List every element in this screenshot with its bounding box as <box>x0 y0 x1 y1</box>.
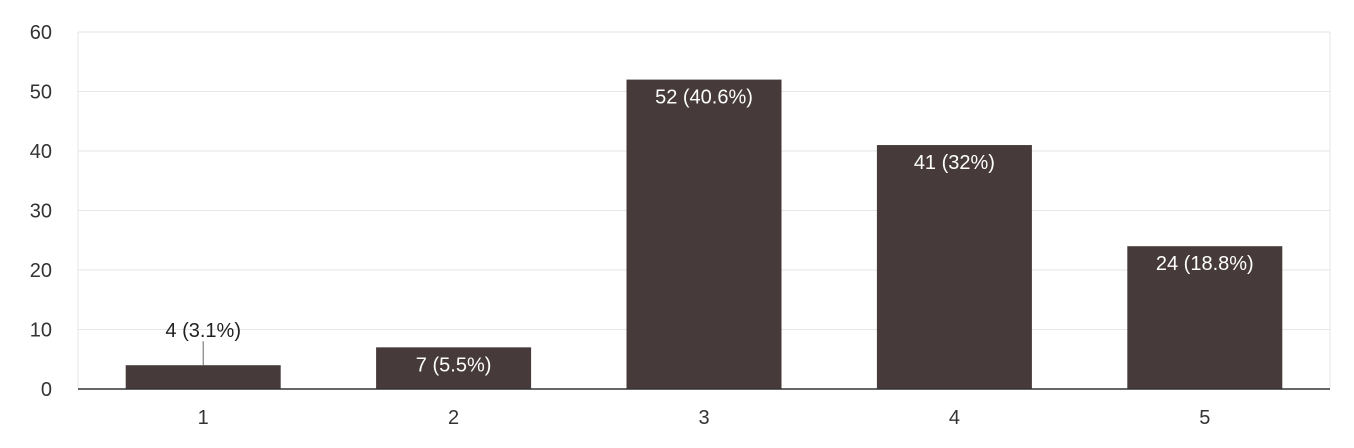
y-tick-label: 10 <box>30 320 52 342</box>
x-tick-label: 3 <box>698 407 709 429</box>
bar-2 <box>376 347 532 389</box>
y-tick-label: 20 <box>30 260 52 282</box>
data-label: 52 (40.6%) <box>655 87 753 109</box>
y-tick-label: 60 <box>30 22 52 44</box>
bar-5 <box>1127 246 1283 389</box>
x-tick-label: 2 <box>448 407 459 429</box>
bar-3 <box>626 79 782 389</box>
y-tick-label: 50 <box>30 82 52 104</box>
y-axis-ticks: 0 10 20 30 40 50 60 <box>30 22 52 401</box>
x-axis-ticks: 1 2 3 4 5 <box>198 407 1211 429</box>
y-tick-label: 40 <box>30 141 52 163</box>
x-tick-label: 1 <box>198 407 209 429</box>
bars <box>125 79 1283 389</box>
data-labels: 4 (3.1%) 7 (5.5%) 52 (40.6%) 41 (32%) 24 (18… <box>165 87 1253 377</box>
data-label: 7 (5.5%) <box>416 354 492 376</box>
data-label: 24 (18.8%) <box>1156 253 1254 275</box>
y-tick-label: 30 <box>30 201 52 223</box>
x-tick-label: 5 <box>1199 407 1210 429</box>
x-tick-label: 4 <box>949 407 960 429</box>
bar-1 <box>125 365 281 389</box>
y-tick-label: 0 <box>41 379 52 401</box>
data-label: 4 (3.1%) <box>165 320 241 342</box>
data-label: 41 (32%) <box>914 152 995 174</box>
bar-4 <box>876 145 1032 389</box>
